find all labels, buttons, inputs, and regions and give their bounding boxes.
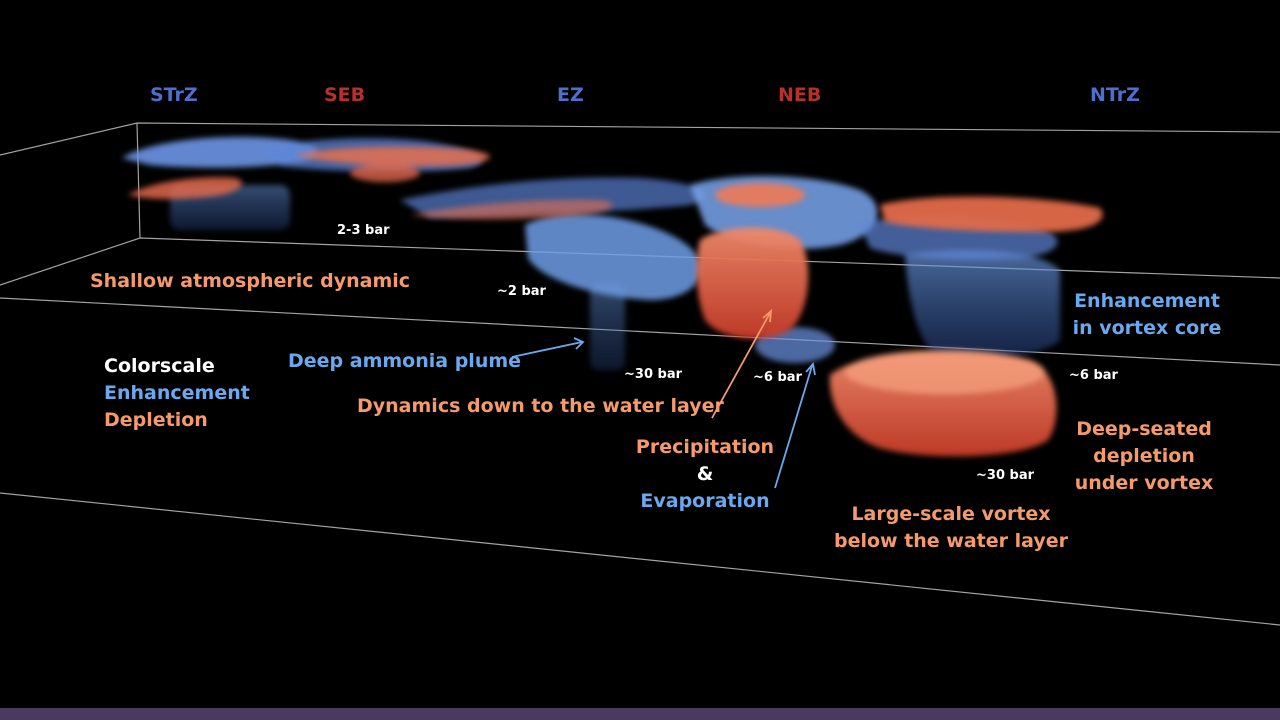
ez-red-streak — [410, 199, 613, 220]
legend-enhancement: Enhancement — [104, 382, 250, 404]
water-layer-arrow-shaft — [711, 312, 771, 419]
annotation-large-vortex-line-1: Large-scale vortex — [851, 503, 1051, 525]
annotation-evaporation: Evaporation — [640, 490, 770, 512]
ntrz-vortex-core — [905, 250, 1060, 358]
bounding-box-wireframe — [0, 122, 1280, 626]
zone-label-strz: STrZ — [150, 84, 198, 106]
annotation-vortex-core-line-1: Enhancement — [1074, 290, 1220, 312]
pressure-label-30-bar-vortex: ~30 bar — [976, 468, 1034, 483]
deep-vortex-top — [845, 350, 1045, 394]
box-middle-edge — [0, 237, 1280, 286]
box-lower-edge — [0, 297, 1280, 366]
zone-label-neb: NEB — [778, 84, 822, 106]
neb-red-top — [715, 183, 805, 207]
enhancement-features — [122, 136, 1060, 370]
annotation-deep-seated-line-1: Deep-seated — [1076, 418, 1212, 440]
zone-label-ntrz: NTrZ — [1090, 84, 1140, 106]
evaporation-arrow-shaft — [774, 365, 813, 489]
seb-red-streak — [295, 146, 490, 166]
water-layer-arrow-head — [762, 308, 773, 323]
bottom-bar — [0, 708, 1280, 720]
evaporation-arrow-head — [805, 362, 816, 376]
annotation-deep-seated-depletion: Deep-seated depletion under vortex — [1064, 420, 1224, 493]
strz-red-streak — [128, 177, 243, 199]
ez-blue-mass — [525, 214, 702, 300]
strz-blue-band — [122, 136, 319, 168]
seb-red-blob — [350, 164, 420, 182]
pressure-label-2-3-bar: 2-3 bar — [337, 223, 390, 238]
pressure-label-6-bar-vortex: ~6 bar — [1069, 368, 1118, 383]
pressure-label-30-bar-plume: ~30 bar — [624, 367, 682, 382]
ez-blue-plume — [590, 285, 625, 370]
annotation-large-scale-vortex: Large-scale vortex below the water layer — [826, 505, 1076, 551]
evaporation-arrow — [774, 362, 816, 489]
pressure-label-2-bar: ~2 bar — [497, 284, 546, 299]
zone-label-ez: EZ — [557, 84, 584, 106]
annotation-large-vortex-line-2: below the water layer — [833, 530, 1069, 552]
annotation-ampersand: & — [696, 463, 714, 485]
annotation-water-layer-dynamics: Dynamics down to the water layer — [357, 395, 724, 417]
annotation-deep-ammonia-plume: Deep ammonia plume — [288, 350, 522, 372]
neb-red-column — [696, 227, 809, 339]
annotation-shallow-dynamics: Shallow atmospheric dynamic — [90, 270, 411, 292]
annotation-precipitation-evaporation: Precipitation & Evaporation — [632, 438, 778, 511]
depletion-features — [128, 146, 1103, 457]
zone-label-seb: SEB — [324, 84, 366, 106]
annotation-precipitation: Precipitation — [635, 436, 775, 458]
plume-arrow-head — [573, 337, 585, 350]
water-layer-arrow — [711, 308, 773, 419]
colorscale-legend: Colorscale Enhancement Depletion — [104, 357, 250, 430]
box-left-vertical-edge — [136, 122, 141, 239]
annotation-arrows — [511, 308, 816, 489]
plume-arrow-shaft — [511, 341, 583, 358]
legend-title: Colorscale — [104, 355, 215, 377]
legend-depletion: Depletion — [104, 409, 208, 431]
box-bottom-edge — [0, 492, 1280, 626]
pressure-label-6-bar-neb: ~6 bar — [753, 370, 802, 385]
annotation-vortex-core-line-2: in vortex core — [1072, 317, 1222, 339]
annotation-deep-seated-line-3: under vortex — [1074, 472, 1214, 494]
annotation-vortex-core-enhancement: Enhancement in vortex core — [1066, 292, 1228, 338]
ntrz-red-top — [880, 196, 1103, 232]
plume-arrow — [511, 337, 585, 358]
annotation-deep-seated-line-2: depletion — [1093, 445, 1195, 467]
